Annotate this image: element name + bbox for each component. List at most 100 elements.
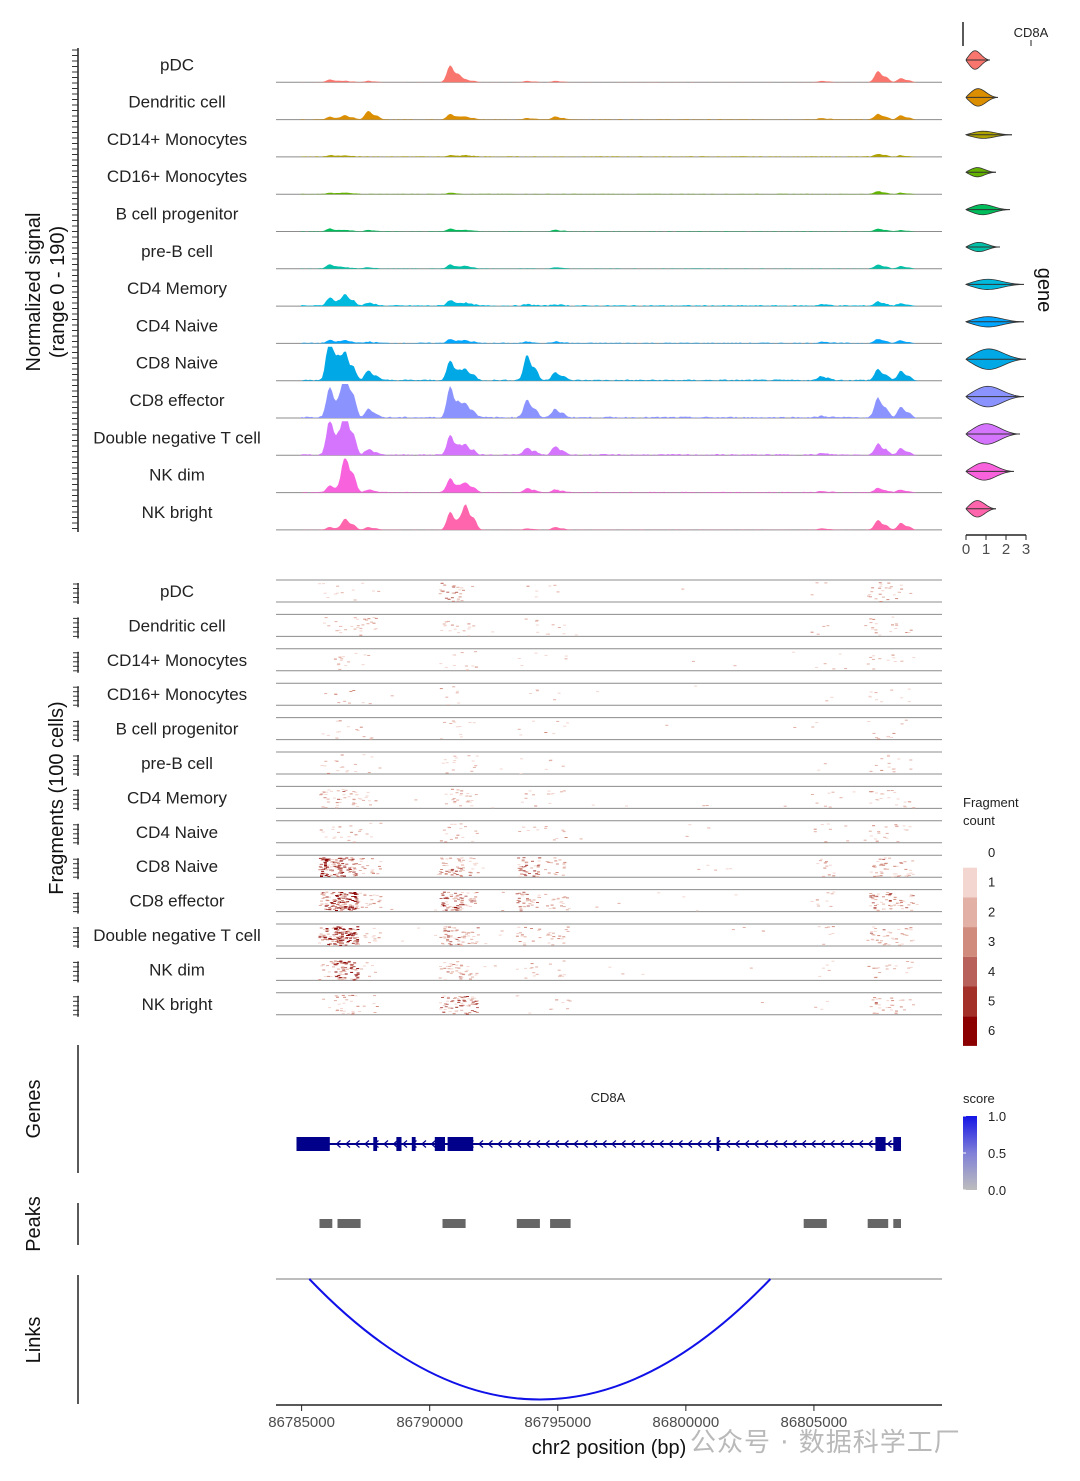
fragment-mark: [463, 931, 467, 933]
fragment-mark: [356, 895, 360, 897]
fragment-mark: [332, 864, 336, 865]
fragment-mark: [459, 972, 463, 974]
fragment-mark: [536, 902, 539, 903]
fragment-mark: [353, 940, 357, 942]
fragment-mark: [354, 943, 358, 945]
fragment-mark: [869, 1006, 873, 1008]
fragment-mark: [455, 726, 459, 728]
fragment-mark: [346, 770, 350, 772]
fragment-mark: [903, 801, 907, 803]
fragment-mark: [343, 700, 347, 702]
fragment-mark: [483, 966, 487, 968]
fragment-mark: [451, 799, 455, 801]
fragment-mark: [352, 892, 356, 894]
fragment-mark: [887, 754, 890, 756]
fragment-mark: [365, 833, 369, 835]
fragment-legend-key: [963, 1016, 977, 1046]
fragment-mark: [452, 906, 456, 908]
fragment-mark: [371, 869, 375, 871]
x-axis: 86785000 86790000 86795000 86800000 86805000…: [268, 1404, 942, 1459]
fragment-mark: [442, 936, 446, 938]
fragment-mark: [336, 893, 340, 895]
fragments-row-label: NK dim: [149, 960, 205, 979]
coverage-row-label: NK dim: [149, 466, 205, 485]
fragment-mark: [439, 1008, 443, 1010]
fragment-mark: [327, 789, 331, 791]
fragment-mark: [452, 654, 456, 656]
fragment-mark: [871, 902, 875, 904]
fragment-mark: [339, 940, 343, 942]
fragment-mark: [714, 869, 718, 871]
fragment-mark: [459, 964, 463, 966]
fragment-mark: [332, 908, 336, 910]
gene-strand-arrow: [839, 1140, 845, 1148]
fragment-mark: [524, 967, 528, 969]
fragment-mark: [347, 930, 350, 931]
fragment-mark: [749, 967, 753, 969]
fragment-mark: [595, 906, 599, 908]
fragment-mark: [793, 727, 797, 728]
fragment-mark: [876, 909, 880, 911]
fragment-mark: [876, 893, 880, 895]
fragment-mark: [439, 840, 443, 842]
fragment-mark: [846, 840, 850, 842]
fragment-mark: [342, 937, 346, 939]
fragment-mark: [468, 1012, 472, 1014]
fragment-mark: [468, 1004, 471, 1006]
fragment-mark: [813, 828, 817, 830]
fragment-mark: [337, 901, 340, 903]
peaks-panel: Peaks: [23, 1196, 901, 1252]
fragment-mark: [324, 836, 328, 838]
fragment-mark: [334, 693, 338, 695]
fragment-mark: [911, 895, 915, 897]
fragment-mark: [532, 975, 536, 977]
fragment-mark: [893, 791, 897, 793]
fragment-mark: [869, 691, 873, 693]
fragment-mark: [866, 939, 870, 941]
gene-strand-arrow: [421, 1140, 427, 1148]
fragment-mark: [902, 934, 906, 936]
fragment-mark: [445, 858, 449, 860]
fragment-mark: [521, 867, 525, 869]
fragment-legend-key: [963, 986, 977, 1017]
fragment-mark: [441, 862, 445, 864]
fragment-mark: [872, 934, 876, 936]
coverage-row-label: Dendritic cell: [128, 93, 225, 112]
fragment-mark: [906, 928, 910, 930]
fragment-mark: [350, 860, 354, 862]
coverage-row-label: CD4 Naive: [136, 316, 218, 335]
fragment-mark: [340, 872, 343, 874]
fragment-mark: [457, 1000, 461, 1002]
fragment-mark: [909, 768, 913, 770]
gene-strand-arrow: [763, 1140, 769, 1148]
fragment-mark: [339, 868, 343, 870]
fragment-mark: [341, 907, 345, 909]
fragment-mark: [459, 823, 463, 825]
fragment-mark: [343, 797, 347, 799]
fragment-mark: [447, 1007, 451, 1009]
fragment-mark: [560, 901, 564, 903]
fragment-mark: [548, 585, 552, 587]
fragment-mark: [353, 628, 357, 630]
fragment-mark: [340, 942, 344, 944]
fragment-mark: [474, 794, 478, 796]
fragment-mark: [457, 859, 461, 860]
fragment-mark: [366, 904, 370, 906]
fragment-mark: [551, 899, 555, 901]
fragment-mark: [344, 932, 348, 934]
fragment-mark: [324, 902, 328, 904]
fragment-mark: [524, 926, 527, 928]
fragment-mark: [440, 858, 444, 860]
fragment-mark: [520, 934, 524, 936]
fragment-mark: [366, 623, 370, 625]
fragment-mark: [337, 899, 341, 901]
fragment-mark: [327, 625, 331, 627]
fragment-mark: [874, 764, 878, 766]
fragment-mark: [338, 977, 342, 979]
fragment-mark: [910, 902, 913, 904]
fragment-mark: [900, 933, 904, 935]
coverage-y-axis-title-line: Normalized signal: [23, 213, 45, 372]
fragment-mark: [345, 999, 349, 1001]
fragment-mark: [827, 874, 831, 876]
fragment-mark: [892, 938, 896, 940]
